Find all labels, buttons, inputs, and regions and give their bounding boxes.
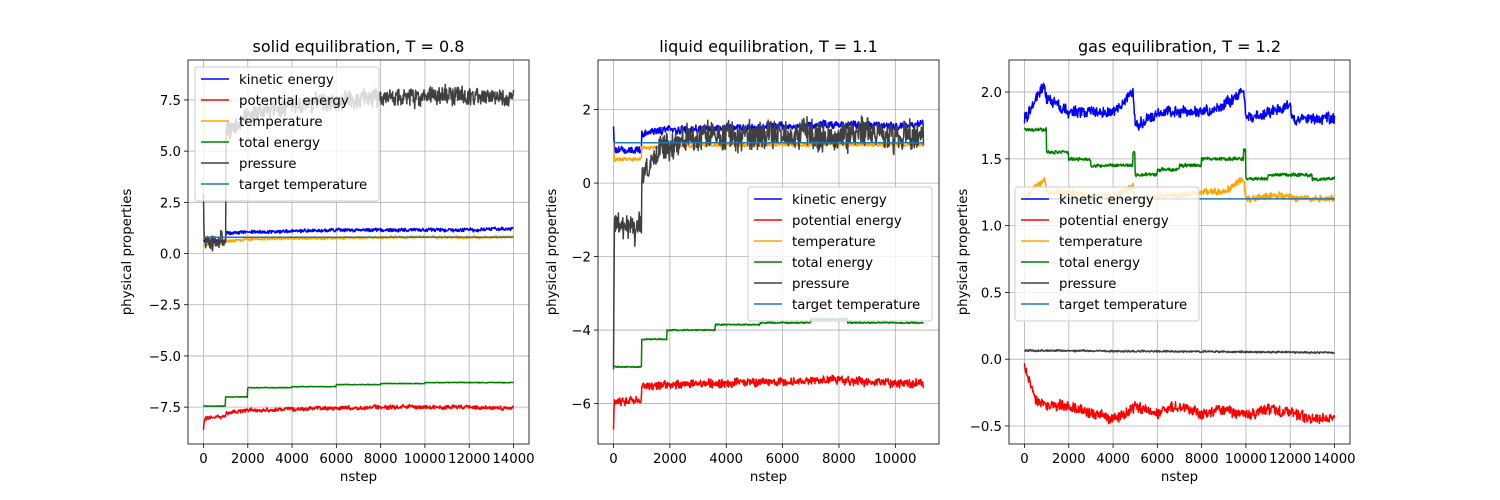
x-axis-label: nstep (750, 470, 787, 485)
y-tick-label: 0.5 (981, 286, 1002, 301)
legend-entry: total energy (1059, 256, 1140, 271)
y-tick-label: −5.0 (149, 350, 181, 365)
legend-entry: pressure (1059, 277, 1116, 292)
x-tick-label: 4000 (275, 452, 309, 467)
series-line-potential-energy (202, 403, 515, 430)
x-tick-label: 2000 (653, 452, 687, 467)
x-tick-label: 14000 (492, 452, 534, 467)
legend-entry: kinetic energy (239, 73, 334, 88)
y-tick-label: 0.0 (160, 248, 181, 263)
y-tick-label: 5.0 (160, 145, 181, 160)
legend-entry: total energy (792, 256, 873, 271)
legend-entry: target temperature (792, 298, 920, 313)
y-tick-label: −4 (571, 324, 591, 339)
legend: kinetic energy potential energy temperatur… (194, 66, 380, 202)
legend-box (747, 186, 933, 322)
legend-entry: pressure (792, 277, 849, 292)
series-line-potential-energy (612, 374, 925, 430)
y-tick-label: 0 (583, 177, 591, 192)
legend-entry: kinetic energy (792, 193, 887, 208)
x-tick-label: 10000 (874, 452, 916, 467)
y-tick-label: 1.0 (981, 220, 1002, 235)
series-group (612, 115, 925, 430)
series-line-kinetic-energy (202, 226, 514, 244)
x-tick-label: 2000 (231, 452, 265, 467)
legend-box (194, 66, 380, 202)
x-tick-label: 4000 (1096, 452, 1130, 467)
x-tick-label: 2000 (1052, 452, 1086, 467)
legend-entry: total energy (239, 136, 320, 151)
legend-entry: target temperature (1059, 298, 1187, 313)
x-tick-label: 14000 (1313, 452, 1355, 467)
chart-title: gas equilibration, T = 1.2 (1078, 37, 1281, 56)
legend-entry: temperature (792, 235, 876, 250)
x-tick-label: 6000 (1140, 452, 1174, 467)
legend-entry: pressure (239, 157, 296, 172)
y-tick-label: 0.0 (981, 353, 1002, 368)
y-tick-label: 7.5 (160, 94, 181, 109)
y-tick-label: −2 (571, 251, 591, 266)
legend-box (1014, 186, 1200, 322)
x-tick-label: 8000 (1185, 452, 1219, 467)
x-tick-label: 8000 (822, 452, 856, 467)
axes-frame (187, 59, 530, 445)
legend: kinetic energy potential energy temperatur… (1014, 186, 1200, 322)
y-tick-label: 2.0 (981, 86, 1002, 101)
x-tick-label: 10000 (1225, 452, 1267, 467)
series-line-pressure (1024, 348, 1336, 355)
chart-panel-1: 0 2000 4000 6000 8000 10000 12000 14000 −7.5 −5.0… (120, 37, 535, 485)
legend-entry: target temperature (239, 178, 367, 193)
series-group (1023, 82, 1336, 425)
chart-panel-3: 0 2000 4000 6000 8000 10000 12000 14000 −0.5 0.0 0… (956, 37, 1356, 485)
series-line-kinetic-energy (1023, 82, 1336, 131)
y-axis-label: physical properties (956, 189, 971, 316)
series-group (202, 83, 515, 430)
y-tick-label: −0.5 (970, 420, 1002, 435)
series-line-total-energy (202, 381, 514, 408)
x-tick-label: 6000 (766, 452, 800, 467)
legend-entry: potential energy (792, 214, 902, 229)
chart-title: solid equilibration, T = 0.8 (253, 37, 465, 56)
legend-entry: temperature (1059, 235, 1143, 250)
legend-entry: potential energy (1059, 214, 1169, 229)
legend-entry: temperature (239, 115, 323, 130)
y-tick-label: 2 (583, 104, 591, 119)
series-line-total-energy (613, 317, 924, 369)
legend: kinetic energy potential energy temperatur… (747, 186, 933, 322)
series-line-total-energy (1023, 126, 1336, 182)
y-tick-label: −7.5 (149, 401, 181, 416)
chart-title: liquid equilibration, T = 1.1 (659, 37, 878, 56)
x-tick-label: 10000 (404, 452, 446, 467)
y-tick-label: 1.5 (981, 153, 1002, 168)
y-tick-label: 2.5 (160, 196, 181, 211)
chart-panel-2: 0 2000 4000 6000 8000 10000 −6 −4 −2 0 2 liquid equ… (545, 37, 940, 485)
y-tick-label: −6 (571, 398, 591, 413)
x-tick-label: 4000 (709, 452, 743, 467)
x-axis-label: nstep (340, 470, 377, 485)
x-tick-label: 0 (1020, 452, 1028, 467)
x-axis-label: nstep (1161, 470, 1198, 485)
legend-entry: potential energy (239, 94, 349, 109)
y-axis-label: physical properties (545, 189, 560, 316)
axes-frame (597, 59, 940, 445)
series-line-potential-energy (1023, 362, 1336, 425)
y-axis-label: physical properties (120, 189, 135, 316)
x-tick-label: 0 (199, 452, 207, 467)
x-tick-label: 0 (609, 452, 617, 467)
x-tick-label: 8000 (364, 452, 398, 467)
x-tick-label: 6000 (319, 452, 353, 467)
x-tick-label: 12000 (1269, 452, 1311, 467)
x-tick-label: 12000 (448, 452, 490, 467)
axes-frame (1008, 59, 1351, 445)
legend-entry: kinetic energy (1059, 193, 1154, 208)
y-tick-label: −2.5 (149, 299, 181, 314)
